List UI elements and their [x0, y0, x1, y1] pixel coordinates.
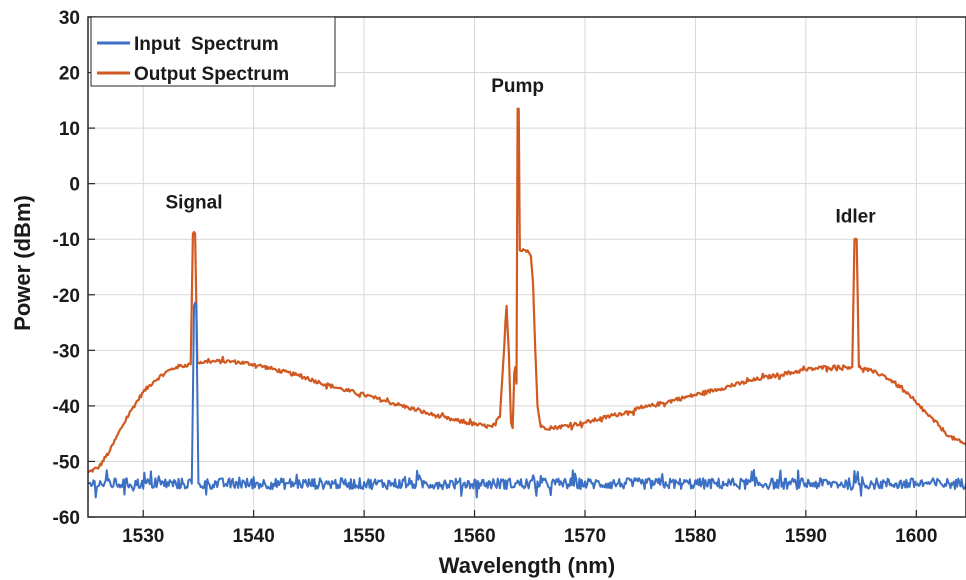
legend-label-input: Input Spectrum — [134, 34, 279, 55]
series-line-input — [87, 301, 966, 499]
x-tick-label: 1530 — [122, 526, 164, 547]
legend: Input Spectrum Output Spectrum — [90, 16, 336, 87]
y-tick-label: -20 — [53, 286, 80, 307]
y-tick-label: 10 — [59, 119, 80, 140]
series-layer — [87, 107, 966, 499]
x-tick-label: 1600 — [895, 526, 937, 547]
annotation-signal: Signal — [166, 193, 223, 214]
x-tick-label: 1580 — [674, 526, 716, 547]
plot-frame — [87, 16, 966, 518]
y-tick-label: 20 — [59, 64, 80, 85]
annotation-idler: Idler — [835, 207, 876, 228]
annotation-layer: Signal Pump Idler — [166, 76, 877, 228]
x-tick-label: 1540 — [233, 526, 275, 547]
y-axis-label: Power (dBm) — [10, 195, 35, 331]
y-tick-label: -10 — [53, 230, 80, 251]
y-tick-label: 30 — [59, 8, 80, 29]
y-tick-label: 0 — [69, 175, 80, 196]
x-tick-label: 1570 — [564, 526, 606, 547]
x-tick-label: 1550 — [343, 526, 385, 547]
x-tick-label: 1560 — [453, 526, 495, 547]
legend-label-output: Output Spectrum — [134, 64, 289, 85]
series-line-output — [87, 107, 966, 474]
annotation-pump: Pump — [491, 76, 544, 97]
x-axis-label: Wavelength (nm) — [439, 553, 615, 578]
y-tick-label: -60 — [53, 508, 80, 529]
x-tick-label: 1590 — [785, 526, 827, 547]
legend-box — [90, 16, 336, 87]
y-tick-label: -50 — [53, 452, 80, 473]
y-tick-label: -40 — [53, 397, 80, 418]
y-tick-label: -30 — [53, 341, 80, 362]
tick-layer: 1530 1540 1550 1560 1570 1580 1590 1600 -60 -50 -4… — [53, 8, 938, 547]
